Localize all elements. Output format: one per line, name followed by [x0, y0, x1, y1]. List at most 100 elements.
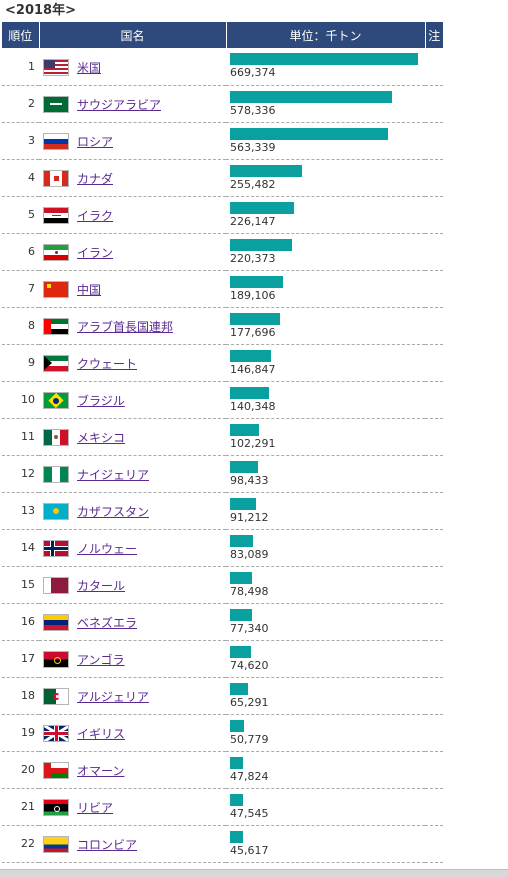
country-link[interactable]: ベネズエラ — [77, 616, 138, 630]
country-link[interactable]: カザフスタン — [77, 505, 150, 519]
country-cell: イラン — [39, 233, 226, 271]
country-link[interactable]: イラク — [77, 209, 114, 223]
table-row: 3 ロシア 563,339 — [2, 122, 443, 160]
header-rank: 順位 — [2, 22, 40, 48]
rank-number: 9 — [2, 344, 39, 382]
value-label: 255,482 — [230, 177, 276, 191]
country-link[interactable]: オマーン — [77, 764, 125, 778]
header-country: 国名 — [39, 22, 227, 48]
value-label: 45,617 — [230, 843, 269, 857]
country-link[interactable]: アンゴラ — [77, 653, 125, 667]
rank-number: 19 — [2, 714, 39, 752]
country-link[interactable]: コロンビア — [77, 838, 138, 852]
table-row: 10 ブラジル 140,348 — [2, 381, 443, 419]
table-row: 19 イギリス 50,779 — [2, 714, 443, 752]
table-row: 9 クウェート 146,847 — [2, 344, 443, 382]
table-row: 11 メキシコ 102,291 — [2, 418, 443, 456]
value-label: 189,106 — [230, 288, 276, 302]
flag-br-icon — [43, 392, 69, 409]
value-cell: 177,696 — [226, 307, 425, 345]
value-cell: 255,482 — [226, 159, 425, 197]
value-label: 50,779 — [230, 732, 269, 746]
country-cell: サウジアラビア — [39, 85, 226, 123]
value-cell: 220,373 — [226, 233, 425, 271]
bar — [230, 275, 283, 288]
country-link[interactable]: アラブ首長国連邦 — [77, 320, 174, 334]
country-link[interactable]: メキシコ — [77, 431, 126, 445]
rank-number: 8 — [2, 307, 39, 345]
country-link[interactable]: カタール — [77, 579, 126, 593]
flag-co-icon — [43, 836, 69, 853]
bar — [230, 571, 252, 584]
country-cell: オマーン — [39, 751, 226, 789]
ranking-table: 順位 国名 単位：千トン 注 1 米国 669,374 2 サウジアラビア 578,336… — [2, 22, 443, 863]
note-cell — [425, 788, 443, 826]
country-cell: カザフスタン — [39, 492, 226, 530]
header-note: 注 — [425, 22, 443, 48]
country-cell: 米国 — [39, 48, 226, 86]
bar — [230, 349, 271, 362]
country-cell: アラブ首長国連邦 — [39, 307, 226, 345]
value-label: 98,433 — [230, 473, 269, 487]
country-cell: ブラジル — [39, 381, 226, 419]
table-row: 22 コロンビア 45,617 — [2, 825, 443, 863]
rank-number: 17 — [2, 640, 39, 678]
bar — [230, 386, 269, 399]
country-link[interactable]: アルジェリア — [77, 690, 149, 704]
flag-mx-icon — [43, 429, 69, 446]
rank-number: 11 — [2, 418, 39, 456]
country-link[interactable]: クウェート — [77, 357, 138, 371]
table-row: 14 ノルウェー 83,089 — [2, 529, 443, 567]
country-link[interactable]: 中国 — [77, 283, 102, 297]
value-cell: 669,374 — [226, 48, 425, 86]
country-link[interactable]: ノルウェー — [77, 542, 138, 556]
note-cell — [425, 344, 443, 382]
country-link[interactable]: リビア — [77, 801, 114, 815]
country-link[interactable]: カナダ — [77, 172, 114, 186]
value-cell: 65,291 — [226, 677, 425, 715]
flag-ng-icon — [43, 466, 69, 483]
rank-number: 5 — [2, 196, 39, 234]
year-title: <2018年> — [5, 3, 76, 18]
country-link[interactable]: サウジアラビア — [77, 98, 162, 112]
rank-number: 10 — [2, 381, 39, 419]
country-link[interactable]: 米国 — [77, 60, 102, 75]
bar — [230, 423, 259, 436]
country-cell: アルジェリア — [39, 677, 226, 715]
bar — [230, 645, 251, 658]
note-cell — [425, 418, 443, 456]
country-link[interactable]: イラン — [77, 246, 114, 260]
bar — [230, 90, 392, 103]
country-cell: ナイジェリア — [39, 455, 226, 493]
value-cell: 91,212 — [226, 492, 425, 530]
value-cell: 50,779 — [226, 714, 425, 752]
rank-number: 18 — [2, 677, 39, 715]
note-cell — [425, 640, 443, 678]
country-link[interactable]: ナイジェリア — [77, 468, 150, 482]
bar — [230, 608, 252, 621]
country-cell: メキシコ — [39, 418, 226, 456]
note-cell — [425, 492, 443, 530]
country-link[interactable]: ロシア — [77, 135, 114, 149]
value-cell: 140,348 — [226, 381, 425, 419]
value-label: 226,147 — [230, 214, 276, 228]
flag-gb-icon — [43, 725, 69, 742]
bar — [230, 682, 248, 695]
country-link[interactable]: ブラジル — [77, 394, 125, 408]
horizontal-scrollbar[interactable] — [0, 869, 508, 878]
note-cell — [425, 381, 443, 419]
country-link[interactable]: イギリス — [77, 727, 126, 741]
note-cell — [425, 603, 443, 641]
value-cell: 563,339 — [226, 122, 425, 160]
value-label: 47,545 — [230, 806, 269, 820]
note-cell — [425, 714, 443, 752]
bar — [230, 793, 243, 806]
table-row: 4 カナダ 255,482 — [2, 159, 443, 197]
flag-kw-icon — [43, 355, 69, 372]
value-cell: 47,824 — [226, 751, 425, 789]
value-label: 78,498 — [230, 584, 269, 598]
note-cell — [425, 751, 443, 789]
table-row: 5 イラク 226,147 — [2, 196, 443, 234]
table-row: 2 サウジアラビア 578,336 — [2, 85, 443, 123]
rank-number: 1 — [2, 48, 39, 86]
